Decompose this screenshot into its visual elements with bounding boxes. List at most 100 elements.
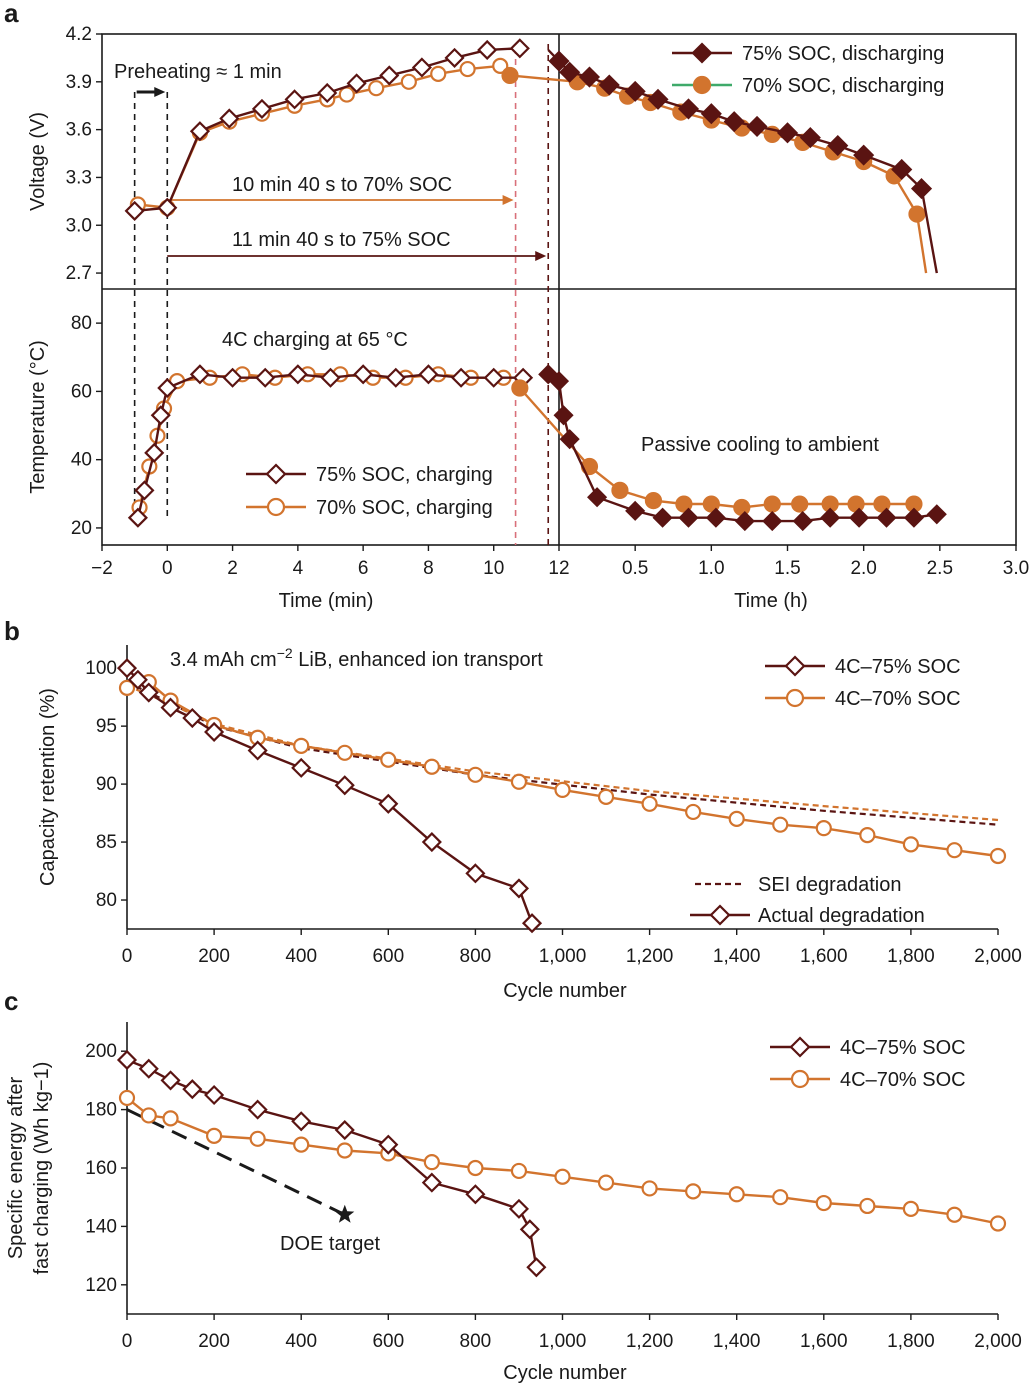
b-75-point [182,707,203,729]
c-legend-70-label: 4C–70% SOC [840,1069,966,1091]
legend-75-charging-label: 75% SOC, charging [316,464,493,486]
temp-75-discharge-point [548,371,570,392]
to-70-label: 10 min 40 s to 70% SOC [232,174,452,196]
c-70-point [946,1206,963,1223]
temperature-ytick-label: 80 [71,313,92,334]
time-min-xtick-label: 8 [423,558,434,579]
voltage-75-discharge-point [548,50,570,72]
c-70-point [597,1174,615,1191]
time-h-xtick-label: 2.5 [927,558,953,579]
c-75-point [465,1184,486,1205]
temp-75-discharge-point [625,500,646,521]
voltage-75-charge-point [346,73,367,94]
temp-75-discharge-point [926,504,947,525]
c-70-point [510,1162,528,1180]
b-70-point [510,773,528,790]
b-legend-70-label: 4C–70% SOC [835,688,961,710]
b-75-point [247,740,268,761]
c-75-point [247,1099,268,1120]
temp-70-discharge-point [791,495,809,513]
voltage-75-discharge-point [647,88,669,110]
voltage-75-charge-point [251,98,273,119]
temp-75-charge-point [222,367,243,388]
temp-75-discharge-point [553,405,574,426]
temp-70-discharge-point [644,492,663,510]
b-xtick-label: 1,200 [626,946,674,967]
c-75-point [508,1198,530,1219]
b-75-point [465,863,486,884]
temp-75-discharge-point [734,511,755,532]
temp-75-discharge-point [559,429,580,450]
time-min-xtick-label: 10 [483,558,504,579]
voltage-75-charge-point [157,197,178,218]
temp-75-charge-point [385,367,406,388]
actual-legend-swatch-marker [709,904,731,926]
c-y-axis-title-line1: Specific energy after [5,1077,27,1260]
b-70-point [554,781,571,798]
charging-label: 4C charging at 65 °C [222,329,408,351]
c-xtick-label: 2,000 [974,1331,1022,1352]
c-legend-75-swatch-marker [789,1036,811,1058]
b-70-point [423,758,440,775]
b-xtick-label: 800 [460,946,492,967]
voltage-75-charge-point [444,47,465,68]
temp-75-discharge-point [652,507,673,528]
temp-75-discharge-point [792,511,813,532]
cell-description: 3.4 mAh cm−2 LiB, enhanced ion transport [170,645,543,671]
temp-75-charge-point [320,367,341,388]
voltage-75-discharge-point [624,80,646,102]
panel-label-b: b [4,616,20,646]
c-x-axis-title: Cycle number [503,1362,627,1384]
to-75-label: 11 min 40 s to 75% SOC [232,229,451,251]
c-70-point [423,1154,440,1171]
temp-75-charge-point [353,364,374,385]
soc70-arrow-head [502,195,514,205]
voltage-ytick-label: 3.9 [66,72,92,93]
voltage-70-charge-point [459,60,476,78]
c-xtick-label: 400 [285,1331,317,1352]
temp-75-charge-point [157,377,178,399]
c-70-point [728,1186,745,1203]
temp-70-discharge-point [702,495,720,513]
b-ytick-label: 95 [96,716,117,737]
c-70-point [554,1168,571,1185]
voltage-axis-title: Voltage (V) [27,112,49,211]
temperature-ytick-label: 60 [71,381,92,402]
b-75-point [291,757,312,778]
voltage-70-discharge-point [501,66,519,85]
c-xtick-label: 1,600 [800,1331,848,1352]
time-min-xtick-label: −2 [91,558,113,579]
legend-75-charging-swatch-marker [265,463,287,485]
voltage-75-discharge-point [799,127,821,149]
c-ytick-label: 120 [85,1275,117,1296]
temp-75-charge-point [134,480,155,501]
b-xtick-label: 2,000 [974,946,1022,967]
temp-70-discharge-point [847,495,865,513]
c-70-point [685,1183,702,1200]
b-70-point [772,816,789,833]
temp-75-charge-point [150,405,171,426]
soc75-arrow-head [535,251,547,261]
voltage-75-charge-point [379,65,400,86]
temp-70-discharge-point [873,495,891,513]
doe-target-label: DOE target [280,1233,380,1255]
c-70-point [902,1200,920,1217]
legend-70-charging-swatch-marker [266,497,286,517]
b-70-point [641,795,658,812]
b-70-point [946,842,963,859]
time-h-xtick-label: 1.0 [698,558,724,579]
time-min-xtick-label: 12 [548,558,569,579]
b-75-point [508,878,530,899]
temp-75-charge-point [189,364,210,385]
voltage-70-charge-point [400,73,417,90]
panel-label-c: c [4,986,18,1016]
preheat-label: Preheating ≈ 1 min [114,61,282,83]
legend-75-discharging-swatch-marker [691,42,713,64]
b-70-point [118,679,136,696]
c-xtick-label: 1,400 [713,1331,761,1352]
b-xtick-label: 1,600 [800,946,848,967]
c-70-point [249,1130,266,1147]
b-75-point [521,913,543,934]
c-xtick-label: 1,200 [626,1331,674,1352]
b-ytick-label: 85 [96,832,117,853]
